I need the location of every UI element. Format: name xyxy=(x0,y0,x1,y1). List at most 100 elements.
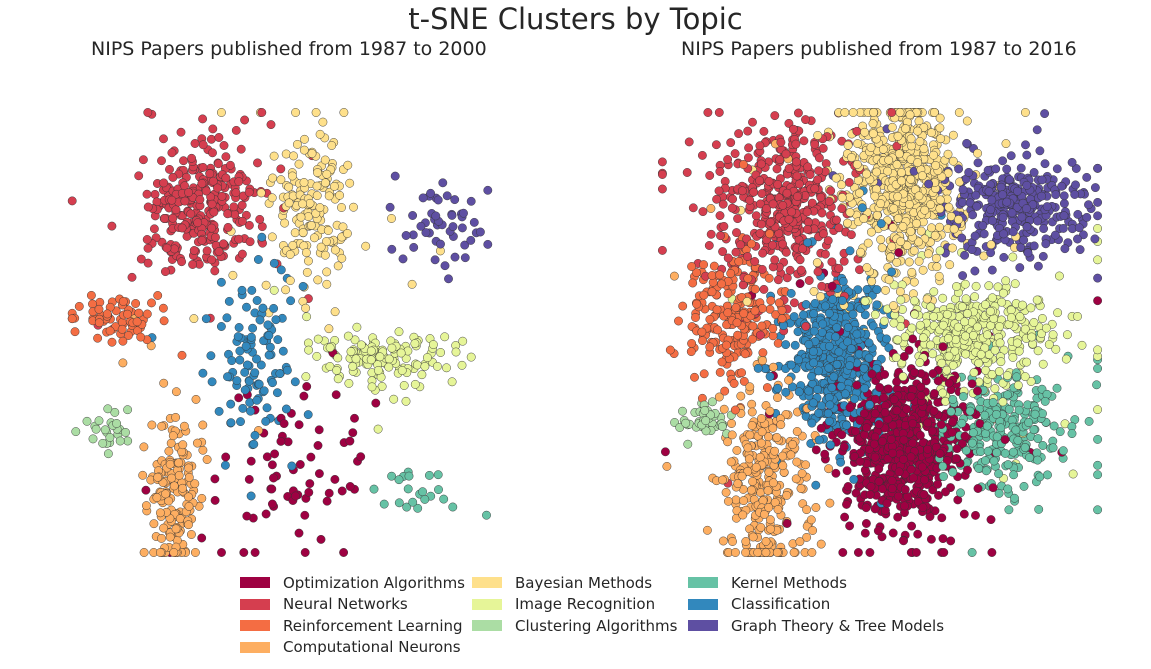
scatter-point-cluster-0 xyxy=(908,419,918,428)
scatter-point-cluster-2 xyxy=(757,304,767,313)
scatter-point-cluster-7 xyxy=(1019,481,1029,491)
scatter-point-cluster-4 xyxy=(852,159,862,169)
scatter-point-cluster-8 xyxy=(287,461,297,471)
scatter-point-cluster-0 xyxy=(842,466,852,476)
scatter-point-cluster-5 xyxy=(440,332,450,342)
scatter-point-cluster-0 xyxy=(348,428,358,438)
scatter-point-cluster-3 xyxy=(772,433,782,442)
scatter-point-cluster-3 xyxy=(770,446,780,456)
scatter-point-cluster-3 xyxy=(118,358,128,368)
scatter-point-cluster-9 xyxy=(1035,146,1045,156)
scatter-point-cluster-4 xyxy=(934,271,944,281)
scatter-point-cluster-9 xyxy=(1093,197,1103,207)
scatter-point-cluster-4 xyxy=(895,287,905,297)
scatter-point-cluster-0 xyxy=(888,420,898,430)
scatter-point-cluster-8 xyxy=(278,346,288,356)
scatter-point-cluster-1 xyxy=(801,321,811,331)
scatter-point-cluster-8 xyxy=(836,381,846,391)
scatter-point-cluster-5 xyxy=(1027,332,1037,342)
scatter-point-cluster-4 xyxy=(339,108,349,117)
scatter-point-cluster-8 xyxy=(247,285,257,295)
scatter-point-cluster-5 xyxy=(1014,346,1024,356)
scatter-point-cluster-4 xyxy=(843,140,853,150)
scatter-point-cluster-2 xyxy=(699,290,709,300)
scatter-point-cluster-0 xyxy=(900,501,909,511)
scatter-point-cluster-0 xyxy=(938,342,948,352)
scatter-point-cluster-3 xyxy=(761,536,771,546)
scatter-point-cluster-0 xyxy=(894,467,904,477)
scatter-point-cluster-0 xyxy=(906,465,916,474)
scatter-point-cluster-7 xyxy=(968,428,978,438)
scatter-point-cluster-2 xyxy=(707,271,717,280)
scatter-point-cluster-7 xyxy=(996,423,1006,433)
scatter-point-cluster-9 xyxy=(1060,244,1070,254)
scatter-point-cluster-5 xyxy=(313,334,323,344)
scatter-point-cluster-8 xyxy=(827,383,837,393)
scatter-point-cluster-0 xyxy=(959,509,969,519)
scatter-point-cluster-4 xyxy=(919,144,929,154)
scatter-point-cluster-0 xyxy=(795,279,805,289)
scatter-point-cluster-1 xyxy=(819,229,828,239)
scatter-point-cluster-2 xyxy=(136,332,146,342)
scatter-point-cluster-8 xyxy=(848,309,858,319)
scatter-point-cluster-0 xyxy=(934,490,943,500)
scatter-point-cluster-1 xyxy=(794,179,804,189)
scatter-point-cluster-4 xyxy=(923,249,933,259)
scatter-point-cluster-8 xyxy=(817,327,827,337)
scatter-point-cluster-3 xyxy=(737,471,747,481)
scatter-point-cluster-4 xyxy=(947,243,957,253)
scatter-point-cluster-3 xyxy=(772,548,782,557)
scatter-point-cluster-1 xyxy=(221,173,231,183)
scatter-point-cluster-5 xyxy=(944,351,954,361)
scatter-point-cluster-9 xyxy=(958,185,968,195)
scatter-point-cluster-5 xyxy=(302,312,312,322)
scatter-point-cluster-0 xyxy=(870,409,880,418)
scatter-point-cluster-0 xyxy=(908,438,918,448)
scatter-point-cluster-2 xyxy=(750,284,760,294)
scatter-point-cluster-5 xyxy=(396,348,406,358)
scatter-point-cluster-1 xyxy=(787,207,797,217)
scatter-point-cluster-9 xyxy=(1029,168,1039,177)
scatter-point-cluster-2 xyxy=(726,269,736,278)
scatter-point-cluster-4 xyxy=(307,149,317,158)
scatter-point-cluster-4 xyxy=(862,263,872,273)
scatter-point-cluster-8 xyxy=(849,474,859,484)
scatter-point-cluster-5 xyxy=(394,327,404,337)
scatter-point-cluster-3 xyxy=(152,493,162,503)
scatter-point-cluster-8 xyxy=(864,353,874,363)
scatter-point-cluster-1 xyxy=(176,127,186,137)
scatter-point-cluster-4 xyxy=(333,261,343,271)
scatter-point-cluster-5 xyxy=(980,300,990,310)
scatter-point-cluster-9 xyxy=(1059,191,1069,201)
scatter-point-cluster-5 xyxy=(937,358,947,368)
scatter-point-cluster-0 xyxy=(900,420,910,430)
scatter-point-cluster-4 xyxy=(343,160,353,170)
scatter-point-cluster-4 xyxy=(932,262,942,272)
scatter-point-cluster-2 xyxy=(177,350,187,360)
scatter-point-cluster-4 xyxy=(848,108,858,117)
scatter-point-cluster-7 xyxy=(1058,446,1068,456)
scatter-point-cluster-4 xyxy=(935,113,945,123)
scatter-point-cluster-9 xyxy=(421,228,431,238)
scatter-point-cluster-4 xyxy=(936,134,946,144)
scatter-point-cluster-3 xyxy=(714,392,724,402)
scatter-point-cluster-8 xyxy=(753,363,763,373)
scatter-point-cluster-3 xyxy=(756,522,766,532)
scatter-point-cluster-8 xyxy=(252,354,261,364)
scatter-point-cluster-8 xyxy=(794,387,804,397)
scatter-point-cluster-3 xyxy=(157,533,166,543)
scatter-point-cluster-0 xyxy=(842,499,851,509)
scatter-point-cluster-9 xyxy=(970,231,980,241)
scatter-point-cluster-5 xyxy=(1061,354,1071,364)
scatter-point-cluster-2 xyxy=(67,314,77,324)
scatter-point-cluster-7 xyxy=(1008,447,1018,457)
scatter-point-cluster-0 xyxy=(305,479,315,489)
scatter-point-cluster-9 xyxy=(460,253,470,263)
scatter-point-cluster-4 xyxy=(291,108,301,117)
scatter-point-cluster-5 xyxy=(1033,346,1043,356)
scatter-point-cluster-0 xyxy=(330,474,340,484)
scatter-point-cluster-9 xyxy=(987,265,997,275)
scatter-point-cluster-5 xyxy=(410,339,420,349)
scatter-point-cluster-9 xyxy=(430,255,440,265)
scatter-point-cluster-0 xyxy=(948,417,958,427)
